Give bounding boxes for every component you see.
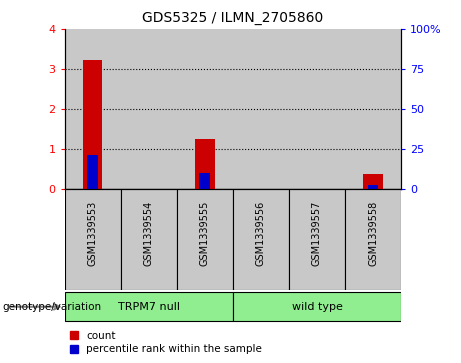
Legend: count, percentile rank within the sample: count, percentile rank within the sample xyxy=(70,331,262,354)
Text: GSM1339553: GSM1339553 xyxy=(88,201,98,266)
Bar xyxy=(177,29,233,189)
Text: TRPM7 null: TRPM7 null xyxy=(118,302,180,312)
Bar xyxy=(65,189,121,290)
Bar xyxy=(363,174,383,189)
Bar xyxy=(367,185,378,189)
Bar xyxy=(199,173,210,189)
Bar xyxy=(289,29,345,189)
Bar xyxy=(121,29,177,189)
Bar xyxy=(345,189,401,290)
Bar xyxy=(233,292,401,322)
Text: GSM1339554: GSM1339554 xyxy=(144,201,154,266)
Text: GSM1339556: GSM1339556 xyxy=(256,201,266,266)
Bar xyxy=(177,189,233,290)
Text: GSM1339557: GSM1339557 xyxy=(312,201,322,266)
Text: wild type: wild type xyxy=(291,302,343,312)
Bar xyxy=(233,29,289,189)
Bar xyxy=(233,189,289,290)
Text: GSM1339558: GSM1339558 xyxy=(368,201,378,266)
Text: genotype/variation: genotype/variation xyxy=(2,302,101,312)
Bar xyxy=(121,189,177,290)
Bar xyxy=(345,29,401,189)
Bar xyxy=(195,139,214,189)
Bar xyxy=(65,292,233,322)
Bar xyxy=(65,29,121,189)
Bar xyxy=(87,155,98,189)
Title: GDS5325 / ILMN_2705860: GDS5325 / ILMN_2705860 xyxy=(142,11,324,25)
Text: GSM1339555: GSM1339555 xyxy=(200,201,210,266)
Bar xyxy=(83,60,102,189)
Bar xyxy=(289,189,345,290)
